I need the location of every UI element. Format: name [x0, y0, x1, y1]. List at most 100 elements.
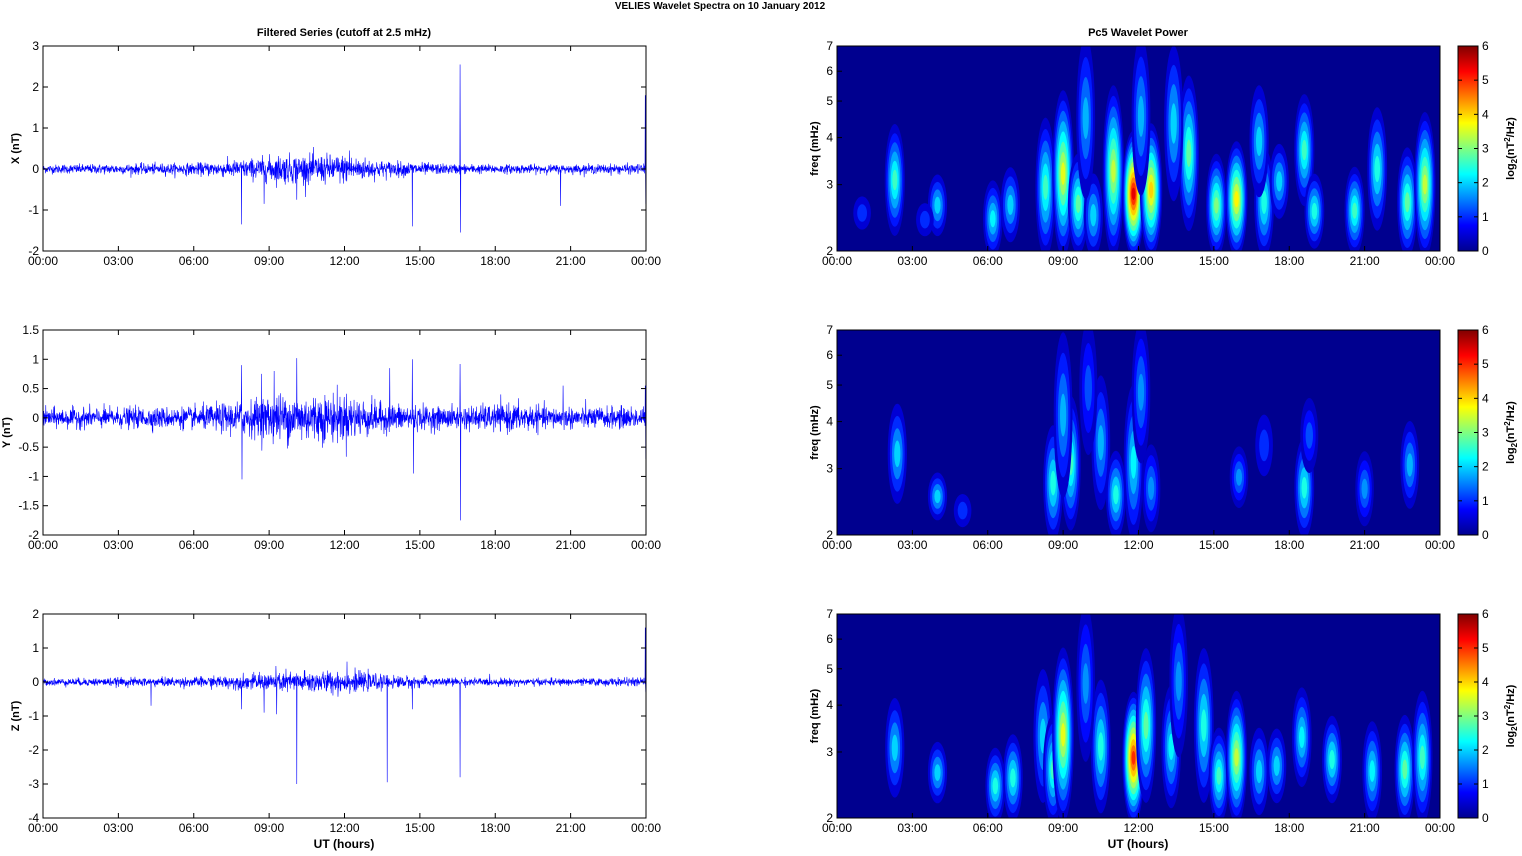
- series-ylabel: X (nT): [10, 133, 22, 164]
- series-ytick-label: 1: [32, 641, 39, 655]
- colorbar: 0 1 2 3 4 5 6 log2(nT2/Hz): [1457, 39, 1519, 258]
- wavelet-power-blob: [1148, 476, 1155, 500]
- series-ytick-label: -1: [28, 709, 39, 723]
- wavelet-power-blob: [934, 196, 941, 214]
- wavelet-xtick-label: 18:00: [1274, 538, 1304, 552]
- series-ytick-label: 2: [32, 80, 39, 94]
- wavelet-power-blob: [1168, 733, 1174, 761]
- wavelet-power-blob: [1097, 425, 1104, 461]
- series-xtick-label: 06:00: [179, 254, 209, 268]
- series-plot-area: [43, 614, 646, 818]
- wavelet-power-blob: [1404, 192, 1410, 213]
- wavelet-power-blob: [1010, 768, 1016, 788]
- series-xtick-label: 00:00: [28, 254, 58, 268]
- colorbar-tick-label: 2: [1482, 460, 1489, 474]
- wavelet-xtick-label: 15:00: [1199, 538, 1229, 552]
- wavelet-xtick-label: 15:00: [1199, 254, 1229, 268]
- series-xtick-label: 00:00: [28, 538, 58, 552]
- series-panel-3: -4 -3 -2 -1 0 1 2 00:00 03:00 06:00 09:00 12:00 15:0…: [10, 607, 661, 835]
- wavelet-power-blob: [1050, 470, 1056, 496]
- time-series-panels: -2 -1 0 1 2 3 00:00 03:00 06:00 09:00 12:00 15:00 18…: [1, 39, 661, 835]
- wavelet-panels: 2 3 4 5 6 7 00:00 03:00 06:00 09:00 12:00 15:00 18:0…: [809, 39, 1519, 835]
- wavelet-power-blob: [1361, 478, 1368, 499]
- series-xtick-label: 18:00: [480, 821, 510, 835]
- wavelet-power-blob: [1131, 751, 1136, 765]
- wavelet-ylabel: freq (mHz): [809, 121, 821, 176]
- series-xtick-label: 00:00: [631, 821, 661, 835]
- wavelet-xtick-label: 06:00: [973, 821, 1003, 835]
- series-xtick-label: 21:00: [556, 254, 586, 268]
- wavelet-power-blob: [1299, 726, 1305, 748]
- colorbar-tick-label: 2: [1482, 176, 1489, 190]
- series-xtick-label: 09:00: [254, 538, 284, 552]
- series-xtick-label: 06:00: [179, 821, 209, 835]
- series-xtick-label: 00:00: [631, 538, 661, 552]
- wavelet-power-blob: [1201, 709, 1207, 742]
- colorbar-tick-label: 0: [1482, 811, 1489, 825]
- wavelet-power-blob: [990, 210, 996, 228]
- series-xtick-label: 03:00: [103, 821, 133, 835]
- series-xtick-label: 12:00: [329, 538, 359, 552]
- series-xtick-label: 09:00: [254, 254, 284, 268]
- series-ytick-label: -1: [28, 469, 39, 483]
- wavelet-power-blob: [1060, 162, 1066, 185]
- series-ytick-label: 1: [32, 352, 39, 366]
- wavelet-power-blob: [1419, 745, 1425, 770]
- series-xtick-label: 03:00: [103, 254, 133, 268]
- series-xtick-label: 00:00: [28, 821, 58, 835]
- colorbar-tick-label: 2: [1482, 743, 1489, 757]
- wavelet-power-blob: [1235, 468, 1243, 486]
- wavelet-power-blob: [1259, 429, 1269, 462]
- wavelet-power-blob: [1352, 202, 1358, 219]
- wavelet-power-blob: [1113, 485, 1119, 505]
- wavelet-xtick-label: 06:00: [973, 538, 1003, 552]
- series-ytick-label: -1.5: [18, 499, 39, 513]
- wavelet-power-blob: [957, 501, 968, 520]
- wavelet-xtick-label: 09:00: [1048, 538, 1078, 552]
- colorbar-tick-label: 0: [1482, 244, 1489, 258]
- wavelet-ylabel: freq (mHz): [809, 405, 821, 460]
- series-panel-1: -2 -1 0 1 2 3 00:00 03:00 06:00 09:00 12:00 15:00 18…: [10, 39, 661, 268]
- wavelet-ytick-label: 3: [826, 462, 833, 476]
- wavelet-power-blob: [1216, 766, 1222, 785]
- wavelet-power-blob: [1234, 191, 1239, 208]
- colorbar-tick-label: 1: [1482, 777, 1489, 791]
- colorbar: 0 1 2 3 4 5 6 log2(nT2/Hz): [1457, 607, 1519, 825]
- colorbar-tick-label: 1: [1482, 494, 1489, 508]
- wavelet-power-blob: [1261, 190, 1267, 214]
- series-xtick-label: 15:00: [405, 821, 435, 835]
- series-ytick-label: -2: [28, 244, 39, 258]
- wavelet-power-blob: [857, 204, 867, 222]
- colorbar-tick-label: 5: [1482, 73, 1489, 87]
- wavelet-power-blob: [1137, 373, 1145, 411]
- series-trace: [42, 64, 647, 233]
- wavelet-power-blob: [1234, 748, 1239, 767]
- wavelet-power-blob: [1131, 187, 1136, 200]
- colorbar-tick-label: 6: [1482, 607, 1489, 621]
- series-ytick-label: 0: [32, 162, 39, 176]
- wavelet-power-blob: [1075, 194, 1081, 213]
- colorbar-tick-label: 0: [1482, 528, 1489, 542]
- wavelet-power-blob: [1143, 711, 1149, 740]
- series-ytick-label: -4: [28, 811, 39, 825]
- series-xtick-label: 15:00: [405, 254, 435, 268]
- wavelet-ytick-label: 6: [826, 632, 833, 646]
- wavelet-ytick-label: 5: [826, 378, 833, 392]
- series-plot-area: [43, 330, 646, 535]
- wavelet-xtick-label: 21:00: [1350, 254, 1380, 268]
- wavelet-ytick-label: 2: [826, 811, 833, 825]
- wavelet-ytick-label: 7: [826, 607, 833, 621]
- wavelet-power-blob: [1301, 477, 1308, 499]
- wavelet-power-blob: [1276, 171, 1283, 192]
- wavelet-ytick-label: 6: [826, 348, 833, 362]
- series-xtick-label: 15:00: [405, 538, 435, 552]
- colorbar-tick-label: 1: [1482, 210, 1489, 224]
- series-ytick-label: -1: [28, 203, 39, 217]
- wavelet-power-blob: [1301, 139, 1307, 161]
- left-column-title: Filtered Series (cutoff at 2.5 mHz): [257, 27, 432, 39]
- colorbar-tick-label: 4: [1482, 391, 1489, 405]
- series-xtick-label: 03:00: [103, 538, 133, 552]
- wavelet-xtick-label: 00:00: [1425, 254, 1455, 268]
- wavelet-power-blob: [1186, 139, 1192, 168]
